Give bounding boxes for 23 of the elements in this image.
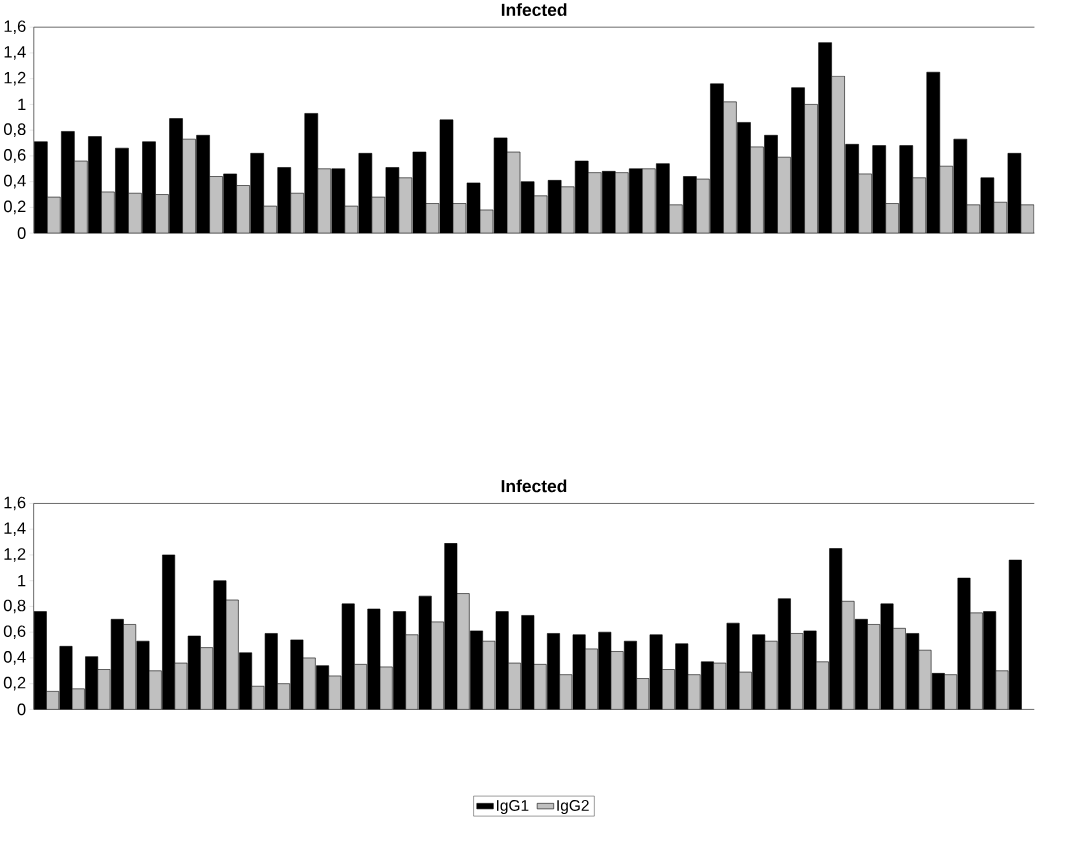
y-tick-label: 0,8 [3, 599, 26, 614]
y-tick-label: 1,4 [4, 522, 26, 536]
chart-title: Infected [501, 2, 567, 16]
y-tick-label: 1,6 [4, 20, 26, 34]
y-tick-label: 0 [17, 703, 26, 716]
legend-label: IgG2 [557, 799, 589, 814]
y-tick-label: 0,4 [4, 174, 26, 189]
legend-label: IgG1 [496, 799, 529, 814]
bar [918, 649, 932, 710]
y-tick-label: 0 [17, 227, 26, 239]
y-tick-label: 0,4 [3, 650, 26, 665]
y-tick-label: 0,6 [4, 148, 26, 163]
y-tick-label: 1,2 [4, 547, 26, 562]
y-tick-label: 1 [18, 574, 26, 587]
y-tick-label: 1,2 [4, 71, 26, 86]
y-tick-label: 1 [18, 98, 26, 110]
y-tick-label: 0,2 [4, 200, 26, 214]
chart-title: Infected [501, 479, 567, 493]
y-tick-label: 1,4 [4, 45, 26, 60]
y-tick-label: 0,2 [3, 676, 26, 691]
y-tick-label: 0,8 [4, 123, 26, 137]
y-tick-label: 1,6 [4, 496, 26, 511]
y-tick-label: 0,6 [3, 625, 26, 639]
